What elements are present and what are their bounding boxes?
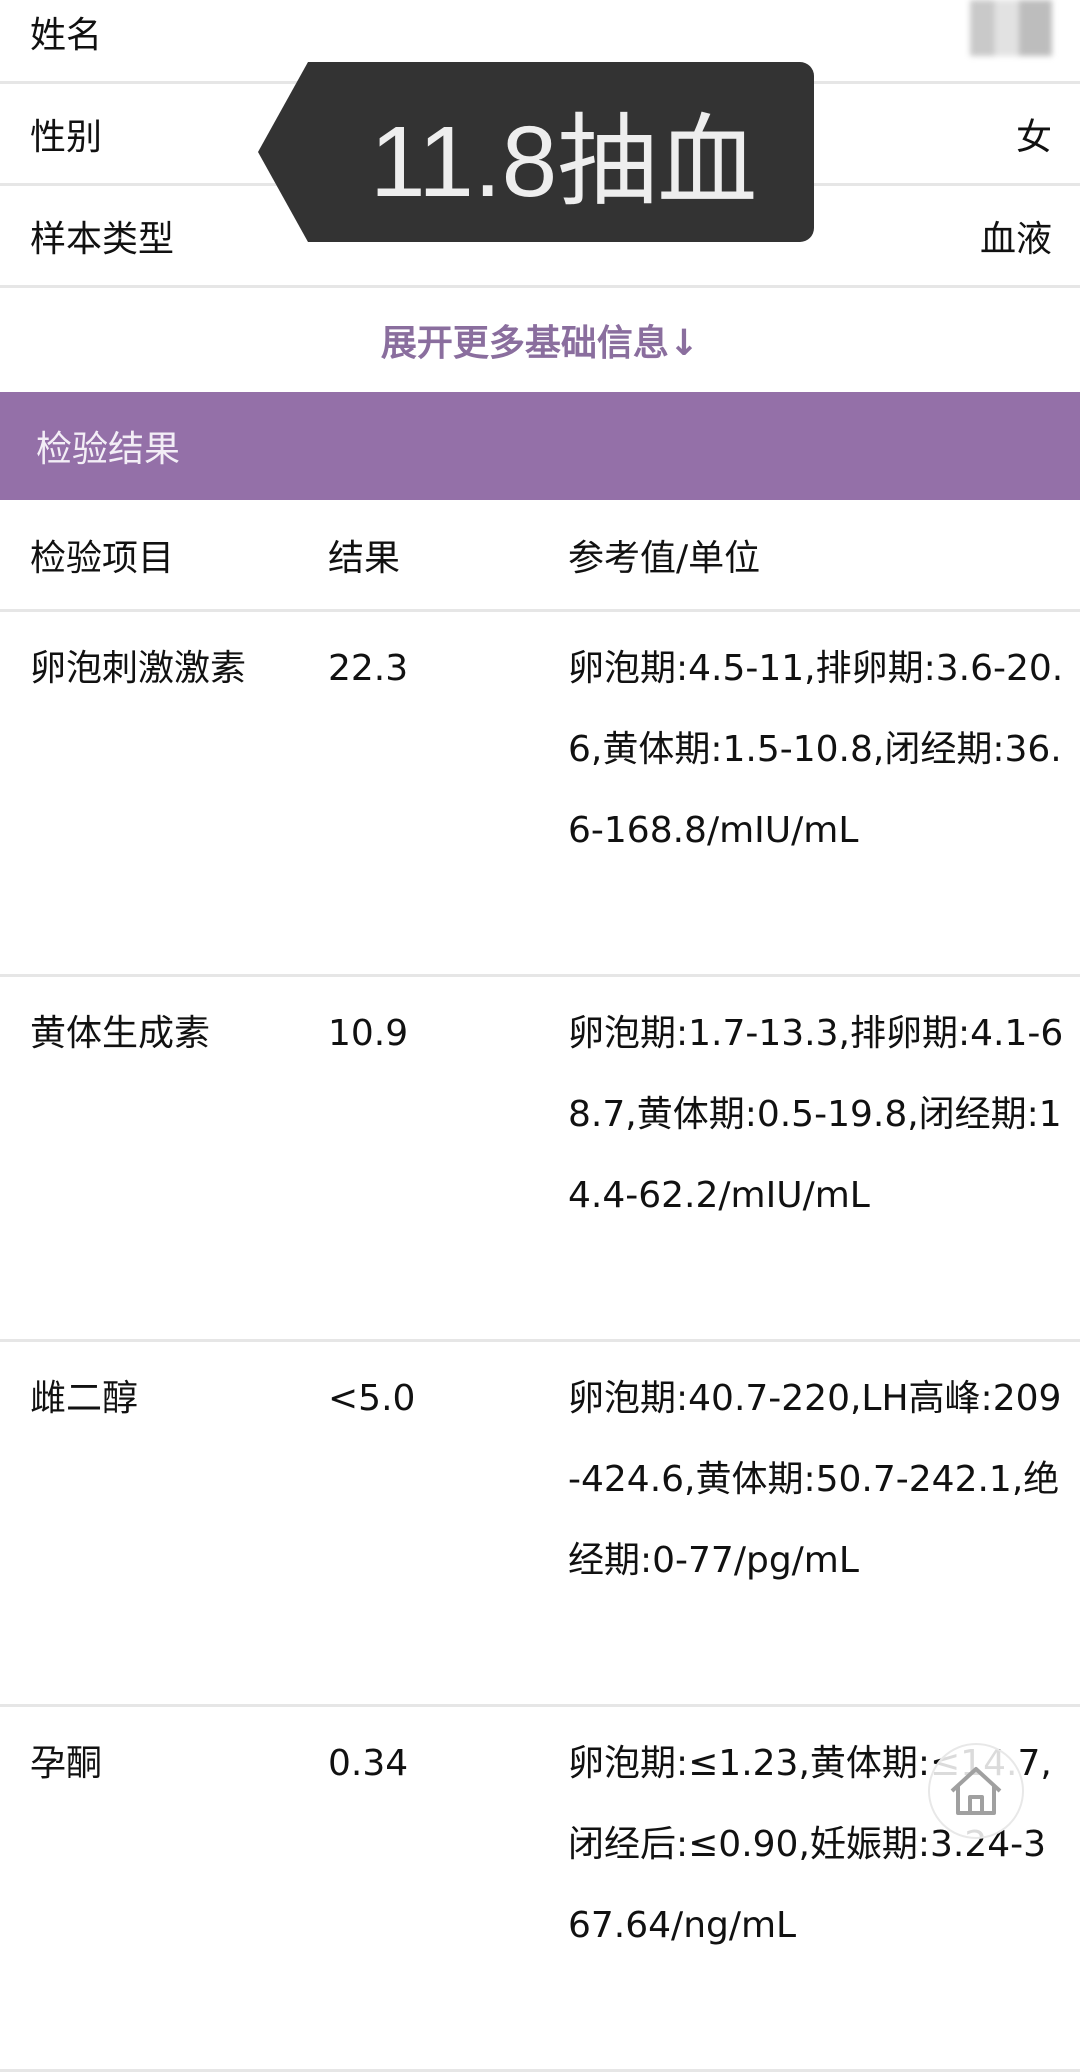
table-row: 雌二醇 <5.0 卵泡期:40.7-220,LH高峰:209-424.6,黄体期… [0, 1342, 1080, 1707]
info-label: 性别 [30, 116, 103, 158]
info-row-sample-type: 样本类型 血液 [0, 186, 1080, 288]
info-label: 样本类型 [30, 218, 175, 260]
cell-result: 10.9 [328, 1013, 409, 1054]
name-value-blurred [970, 0, 1052, 56]
table-row: 黄体生成素 10.9 卵泡期:1.7-13.3,排卵期:4.1-68.7,黄体期… [0, 977, 1080, 1342]
cell-item: 雌二醇 [30, 1378, 139, 1419]
cell-result: 0.34 [328, 1743, 409, 1784]
cell-result: 22.3 [328, 648, 409, 689]
cell-reference: 卵泡期:1.7-13.3,排卵期:4.1-68.7,黄体期:0.5-19.8,闭… [568, 1013, 1064, 1216]
annotation-callout [258, 62, 814, 242]
table-row: 孕酮 0.34 卵泡期:≤1.23,黄体期:≤14.7,闭经后:≤0.90,妊娠… [0, 1707, 1080, 2072]
column-header-result: 结果 [328, 537, 401, 579]
home-button[interactable] [928, 1743, 1024, 1839]
cell-item: 黄体生成素 [30, 1013, 211, 1054]
cell-item: 孕酮 [30, 1743, 103, 1784]
info-label: 姓名 [30, 15, 103, 56]
cell-reference: 卵泡期:40.7-220,LH高峰:209-424.6,黄体期:50.7-242… [568, 1378, 1062, 1581]
column-header-reference: 参考值/单位 [568, 537, 761, 579]
annotation-text: 11.8抽血 [370, 105, 758, 218]
section-header: 检验结果 [0, 392, 1080, 500]
info-value: 女 [1015, 116, 1052, 158]
home-icon [950, 1767, 1002, 1815]
expand-more-info-link[interactable]: 展开更多基础信息↓ [380, 323, 700, 364]
cell-item: 卵泡刺激激素 [30, 648, 247, 689]
cell-result: <5.0 [328, 1378, 416, 1419]
table-header: 检验项目 结果 参考值/单位 [0, 500, 1080, 612]
cell-reference: 卵泡期:4.5-11,排卵期:3.6-20.6,黄体期:1.5-10.8,闭经期… [568, 648, 1064, 851]
table-row: 卵泡刺激激素 22.3 卵泡期:4.5-11,排卵期:3.6-20.6,黄体期:… [0, 612, 1080, 977]
info-value: 血液 [979, 218, 1052, 260]
column-header-item: 检验项目 [30, 537, 175, 579]
